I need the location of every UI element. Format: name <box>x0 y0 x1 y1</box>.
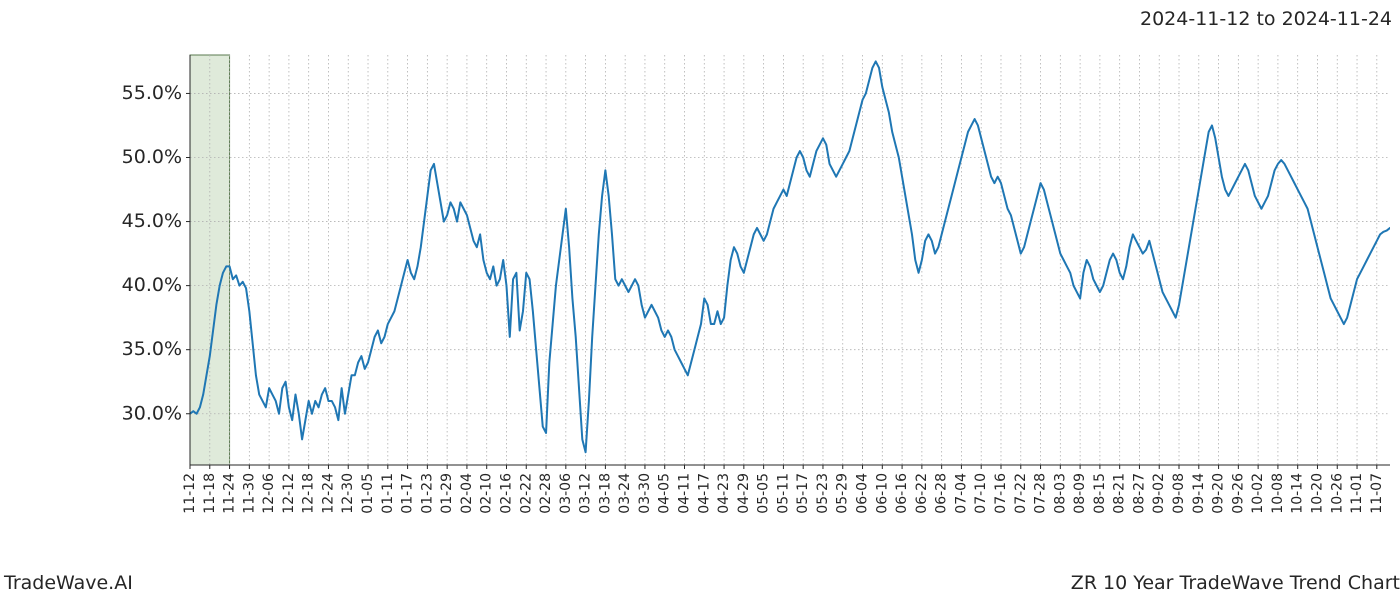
x-tick-label: 07-04 <box>953 473 969 514</box>
y-tick-label: 45.0% <box>122 210 182 232</box>
x-tick-label: 06-16 <box>894 473 910 514</box>
x-tick-label: 12-06 <box>261 473 277 514</box>
x-tick-label: 03-06 <box>558 473 574 514</box>
x-tick-label: 04-05 <box>657 473 673 514</box>
x-tick-label: 02-04 <box>459 473 475 514</box>
x-tick-label: 09-14 <box>1191 473 1207 514</box>
x-tick-label: 07-28 <box>1033 473 1049 514</box>
x-tick-label: 05-23 <box>815 473 831 514</box>
x-tick-label: 12-18 <box>301 473 317 514</box>
x-tick-label: 11-07 <box>1369 473 1385 514</box>
x-tick-label: 08-21 <box>1112 473 1128 514</box>
x-tick-label: 04-17 <box>696 473 712 514</box>
x-tick-label: 08-27 <box>1131 473 1147 514</box>
x-tick-label: 10-20 <box>1309 473 1325 514</box>
x-tick-label: 12-24 <box>320 473 336 514</box>
y-tick-label: 35.0% <box>122 338 182 360</box>
x-tick-label: 03-12 <box>578 473 594 514</box>
y-tick-label: 50.0% <box>122 146 182 168</box>
y-tick-label: 40.0% <box>122 274 182 296</box>
x-tick-label: 01-29 <box>439 473 455 514</box>
x-tick-label: 09-08 <box>1171 473 1187 514</box>
x-tick-label: 03-30 <box>637 473 653 514</box>
x-tick-label: 07-22 <box>1013 473 1029 514</box>
x-tick-label: 06-22 <box>914 473 930 514</box>
x-tick-label: 05-17 <box>795 473 811 514</box>
y-tick-label: 55.0% <box>122 82 182 104</box>
x-tick-label: 02-22 <box>518 473 534 514</box>
x-tick-label: 05-05 <box>756 473 772 514</box>
x-tick-label: 10-08 <box>1270 473 1286 514</box>
x-tick-label: 06-28 <box>934 473 950 514</box>
x-tick-label: 02-16 <box>498 473 514 514</box>
trend-line <box>190 61 1390 452</box>
x-tick-label: 12-30 <box>340 473 356 514</box>
x-tick-label: 08-03 <box>1052 473 1068 514</box>
x-tick-label: 08-15 <box>1092 473 1108 514</box>
x-tick-label: 07-10 <box>973 473 989 514</box>
x-tick-label: 04-29 <box>736 473 752 514</box>
x-axis: 11-1211-1811-2411-3012-0612-1212-1812-24… <box>182 55 1385 514</box>
x-tick-label: 10-26 <box>1329 473 1345 514</box>
x-tick-label: 06-10 <box>874 473 890 514</box>
x-tick-label: 04-11 <box>677 473 693 514</box>
x-tick-label: 02-28 <box>538 473 554 514</box>
x-tick-label: 11-12 <box>182 473 198 514</box>
x-tick-label: 09-02 <box>1151 473 1167 514</box>
x-tick-label: 03-18 <box>597 473 613 514</box>
x-tick-label: 07-16 <box>993 473 1009 514</box>
y-tick-label: 30.0% <box>122 402 182 424</box>
x-tick-label: 12-12 <box>281 473 297 514</box>
x-tick-label: 11-01 <box>1349 473 1365 514</box>
x-tick-label: 09-26 <box>1230 473 1246 514</box>
trend-chart: 11-1211-1811-2411-3012-0612-1212-1812-24… <box>0 0 1400 600</box>
x-tick-label: 11-18 <box>202 473 218 514</box>
x-tick-label: 08-09 <box>1072 473 1088 514</box>
x-tick-label: 09-20 <box>1211 473 1227 514</box>
x-tick-label: 01-11 <box>380 473 396 514</box>
x-tick-label: 01-17 <box>400 473 416 514</box>
x-tick-label: 11-24 <box>222 473 238 514</box>
x-tick-label: 04-23 <box>716 473 732 514</box>
x-tick-label: 02-10 <box>479 473 495 514</box>
y-axis: 30.0% 35.0% 40.0% 45.0% 50.0% 55.0% <box>122 82 1390 424</box>
x-tick-label: 06-04 <box>855 473 871 514</box>
x-tick-label: 01-05 <box>360 473 376 514</box>
x-tick-label: 05-29 <box>835 473 851 514</box>
x-tick-label: 03-24 <box>617 473 633 514</box>
x-tick-label: 10-14 <box>1290 473 1306 514</box>
x-tick-label: 05-11 <box>775 473 791 514</box>
x-tick-label: 01-23 <box>419 473 435 514</box>
x-tick-label: 11-30 <box>241 473 257 514</box>
x-tick-label: 10-02 <box>1250 473 1266 514</box>
